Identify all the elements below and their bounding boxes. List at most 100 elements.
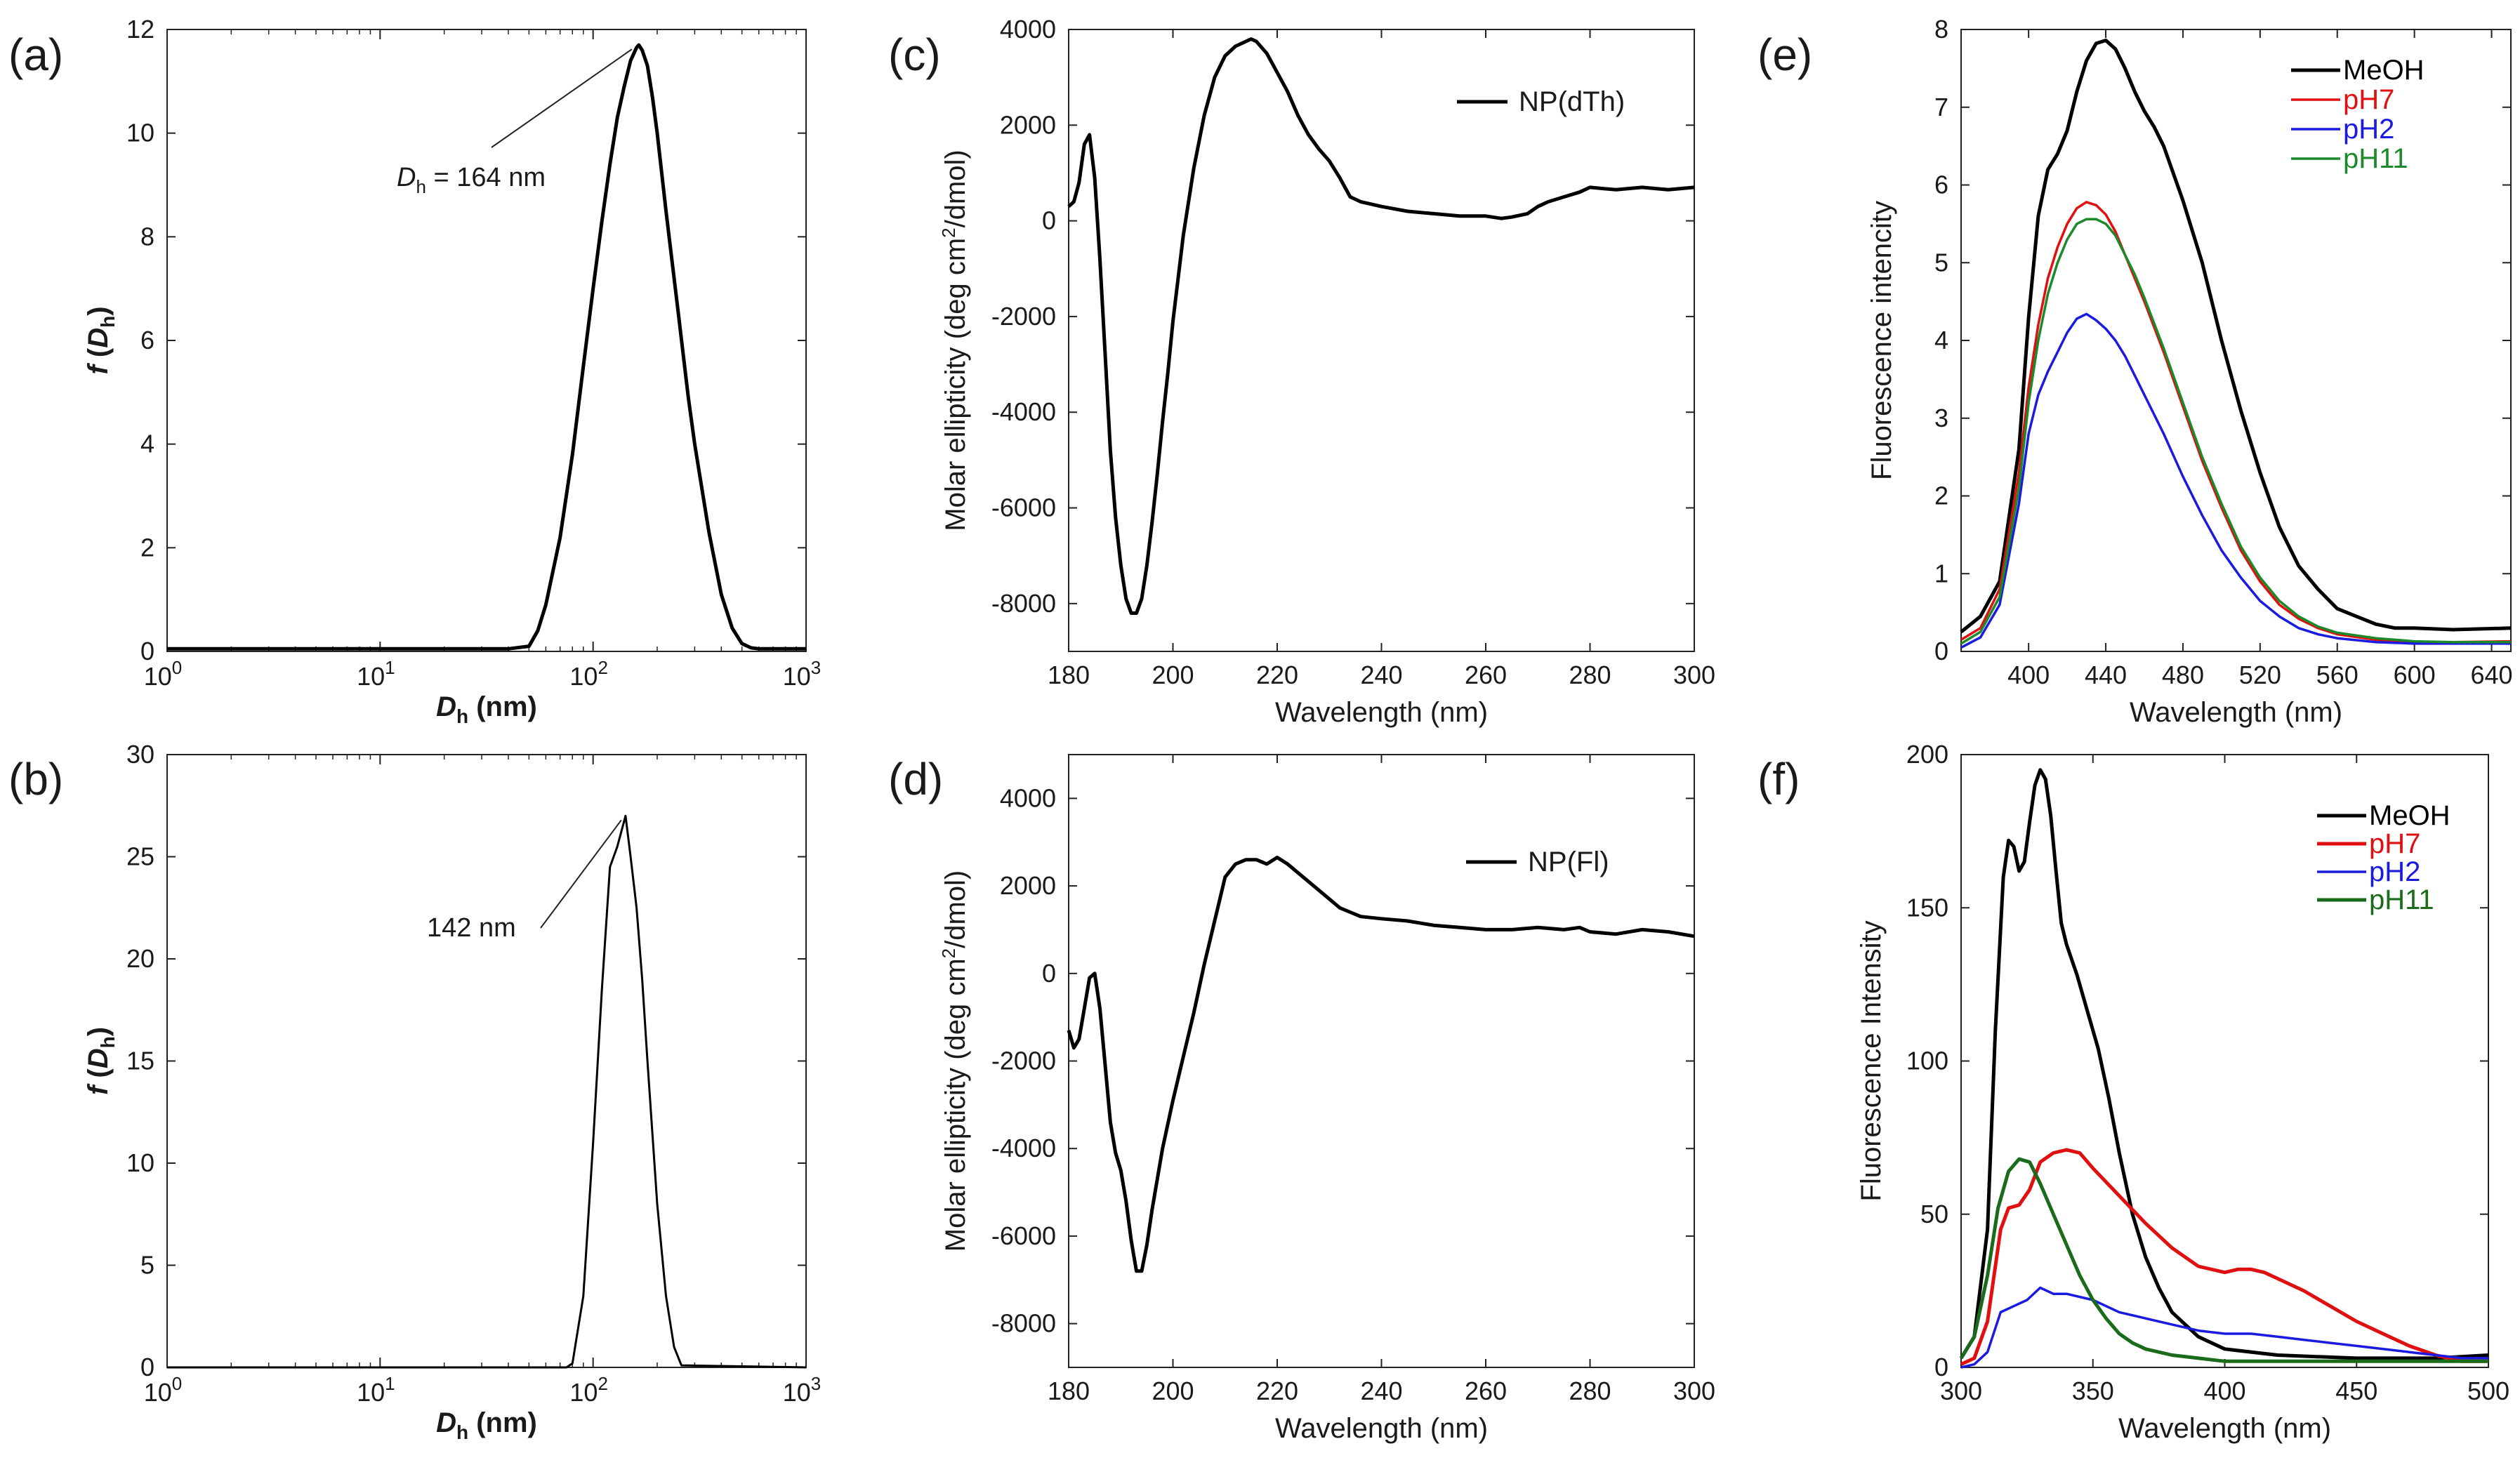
- x-tick-label: 220: [1256, 1377, 1298, 1405]
- x-tick-exponent: 3: [811, 1373, 821, 1394]
- series-line-np-dth-: [1067, 37, 1695, 615]
- x-axis-label: Dh (nm): [436, 1407, 537, 1443]
- x-tick-label: 100: [144, 657, 183, 691]
- y-tick-label: 7: [1934, 93, 1948, 121]
- annotation-subscript: h: [416, 176, 426, 197]
- legend-label: pH7: [2343, 84, 2394, 115]
- y-label-main: Molar ellipticity (deg cm: [940, 238, 971, 531]
- y-tick-label: 25: [126, 842, 154, 871]
- y-label-unit: /dmol): [940, 870, 971, 948]
- x-tick-base: 10: [569, 662, 598, 691]
- y-tick-label: 4000: [1000, 783, 1056, 812]
- x-tick-label: 103: [783, 657, 822, 691]
- x-axis-label: Wavelength (nm): [2130, 697, 2342, 728]
- series-line-ph2: [1960, 312, 2511, 649]
- y-label-close: ): [83, 306, 114, 315]
- x-tick-base: 10: [569, 1378, 598, 1407]
- x-tick-base: 10: [357, 662, 385, 691]
- panel-label: (a): [8, 29, 63, 80]
- y-tick-label: 50: [1920, 1200, 1948, 1228]
- x-tick-label: 350: [2072, 1377, 2114, 1405]
- y-tick-label: 100: [1906, 1047, 1948, 1075]
- series-line-distribution: [167, 814, 807, 1369]
- series-line-ph7: [1960, 201, 2512, 644]
- y-label-symbol: D: [83, 328, 114, 348]
- y-label-superscript: 2: [938, 948, 959, 958]
- y-axis-label: f (Dh): [83, 306, 119, 374]
- series-line-meoh: [1959, 768, 2489, 1360]
- y-tick-label: -6000: [991, 493, 1056, 522]
- x-tick-base: 10: [144, 662, 172, 691]
- y-axis-label: Molar ellipticity (deg cm2/dmol): [938, 150, 971, 531]
- y-tick-label: 6: [1934, 171, 1948, 199]
- series-line-meoh: [1960, 39, 2512, 634]
- y-tick-label: 3: [1934, 404, 1948, 432]
- panel-label: (d): [888, 754, 943, 804]
- y-axis-label: f (Dh): [83, 1027, 119, 1095]
- plot-frame: [1068, 29, 1695, 652]
- y-tick-label: 2000: [1000, 871, 1056, 900]
- y-tick-label: 2: [1934, 482, 1948, 510]
- y-tick-label: -2000: [991, 1047, 1056, 1075]
- x-tick-label: 101: [357, 657, 395, 691]
- legend-label: NP(Fl): [1528, 847, 1609, 877]
- x-tick-base: 10: [144, 1378, 172, 1407]
- x-tick-base: 10: [783, 1378, 811, 1407]
- x-tick-exponent: 3: [811, 657, 821, 678]
- legend-label: pH11: [2343, 143, 2408, 174]
- x-axis-label: Dh (nm): [436, 691, 537, 727]
- y-tick-label: 2000: [1000, 110, 1056, 139]
- x-tick-label: 640: [2470, 661, 2512, 689]
- annotation-value: 142 nm: [427, 913, 516, 943]
- x-tick-label: 240: [1360, 661, 1402, 689]
- x-tick-exponent: 0: [172, 657, 182, 678]
- x-tick-label: 100: [144, 1373, 183, 1407]
- x-tick-label: 101: [357, 1373, 395, 1407]
- y-tick-label: -6000: [991, 1221, 1056, 1250]
- series-line-np-fl-: [1067, 856, 1695, 1273]
- y-tick-label: 5: [1934, 248, 1948, 277]
- y-tick-label: 200: [1906, 740, 1948, 769]
- series-line-ph2: [1960, 1286, 2488, 1369]
- y-tick-label: 8: [1934, 15, 1948, 44]
- annotation-leader: [491, 48, 633, 148]
- y-label-function: f: [83, 1083, 114, 1095]
- y-tick-label: 5: [140, 1251, 154, 1280]
- x-tick-label: 102: [569, 1373, 608, 1407]
- x-tick-label: 103: [783, 1373, 822, 1407]
- x-tick-label: 400: [2007, 661, 2050, 689]
- x-label-symbol: D: [436, 1407, 456, 1438]
- series-line-ph7: [1960, 1148, 2488, 1366]
- legend-label: MeOH: [2343, 55, 2425, 86]
- x-label-unit: (nm): [468, 1407, 537, 1438]
- y-tick-label: 150: [1906, 893, 1948, 922]
- legend-label: NP(dTh): [1519, 86, 1625, 117]
- x-label-unit: (nm): [468, 691, 537, 722]
- legend-label: MeOH: [2369, 800, 2450, 831]
- x-tick-label: 300: [1673, 1377, 1715, 1405]
- y-tick-label: 4000: [1000, 15, 1056, 44]
- x-tick-label: 180: [1048, 661, 1090, 689]
- series-line-distribution: [167, 43, 806, 651]
- y-label-close: ): [83, 1027, 114, 1036]
- panel-e: (e) 0 1 2 3 4 5 6 7 8 400 440 480 520 560 600 640 Wavelen…: [1757, 15, 2513, 728]
- x-tick-label: 560: [2316, 661, 2359, 689]
- y-label-subscript: h: [97, 316, 119, 328]
- panel-label: (f): [1757, 754, 1800, 804]
- x-tick-label: 440: [2085, 661, 2127, 689]
- x-label-subscript: h: [456, 705, 468, 727]
- x-tick-label: 200: [1152, 1377, 1194, 1405]
- x-tick-label: 180: [1048, 1377, 1090, 1405]
- x-tick-exponent: 2: [598, 1373, 607, 1394]
- x-tick-label: 280: [1569, 661, 1611, 689]
- x-tick-base: 10: [357, 1378, 385, 1407]
- legend-label: pH2: [2369, 856, 2420, 887]
- y-tick-label: 12: [126, 15, 154, 44]
- x-tick-label: 102: [569, 657, 608, 691]
- x-axis-label: Wavelength (nm): [2118, 1413, 2331, 1444]
- x-axis-label: Wavelength (nm): [1275, 697, 1488, 728]
- y-label-paren: (: [83, 347, 114, 365]
- x-tick-label: 480: [2162, 661, 2204, 689]
